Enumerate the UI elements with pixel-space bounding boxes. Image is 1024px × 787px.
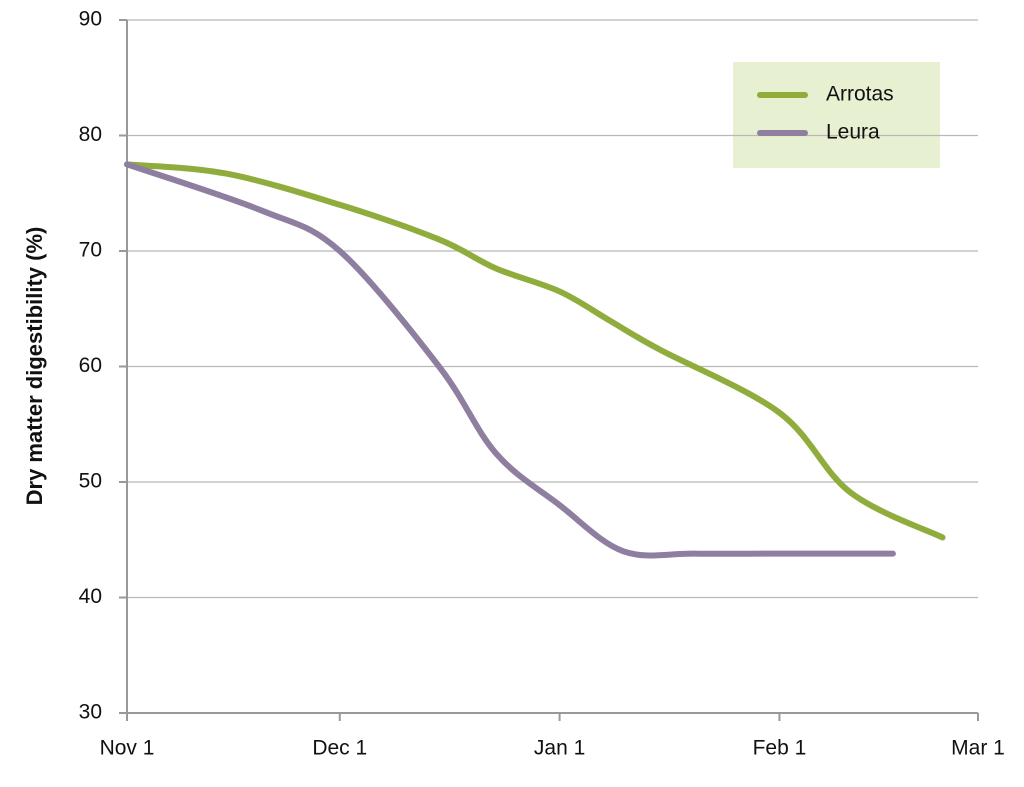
y-tick-label: 50 [79, 470, 102, 493]
y-tick-label: 60 [79, 354, 102, 377]
line [124, 161, 946, 541]
y-tick-label: 70 [79, 239, 102, 262]
y-tick-label: 80 [79, 123, 102, 146]
x-tick-label: Dec 1 [312, 737, 367, 760]
legend-box [733, 62, 940, 168]
line [124, 161, 896, 559]
legend-label: Leura [826, 121, 880, 144]
y-axis-label: Dry matter digestibility (%) [22, 227, 47, 506]
x-tick-label: Mar 1 [951, 737, 1005, 760]
x-tick-label: Nov 1 [100, 737, 155, 760]
y-tick-label: 40 [79, 585, 102, 608]
legend-label: Arrotas [826, 83, 894, 106]
x-tick-label: Jan 1 [534, 737, 585, 760]
y-tick-label: 30 [79, 701, 102, 724]
x-tick-label: Feb 1 [753, 737, 807, 760]
y-tick-label: 90 [79, 8, 102, 31]
